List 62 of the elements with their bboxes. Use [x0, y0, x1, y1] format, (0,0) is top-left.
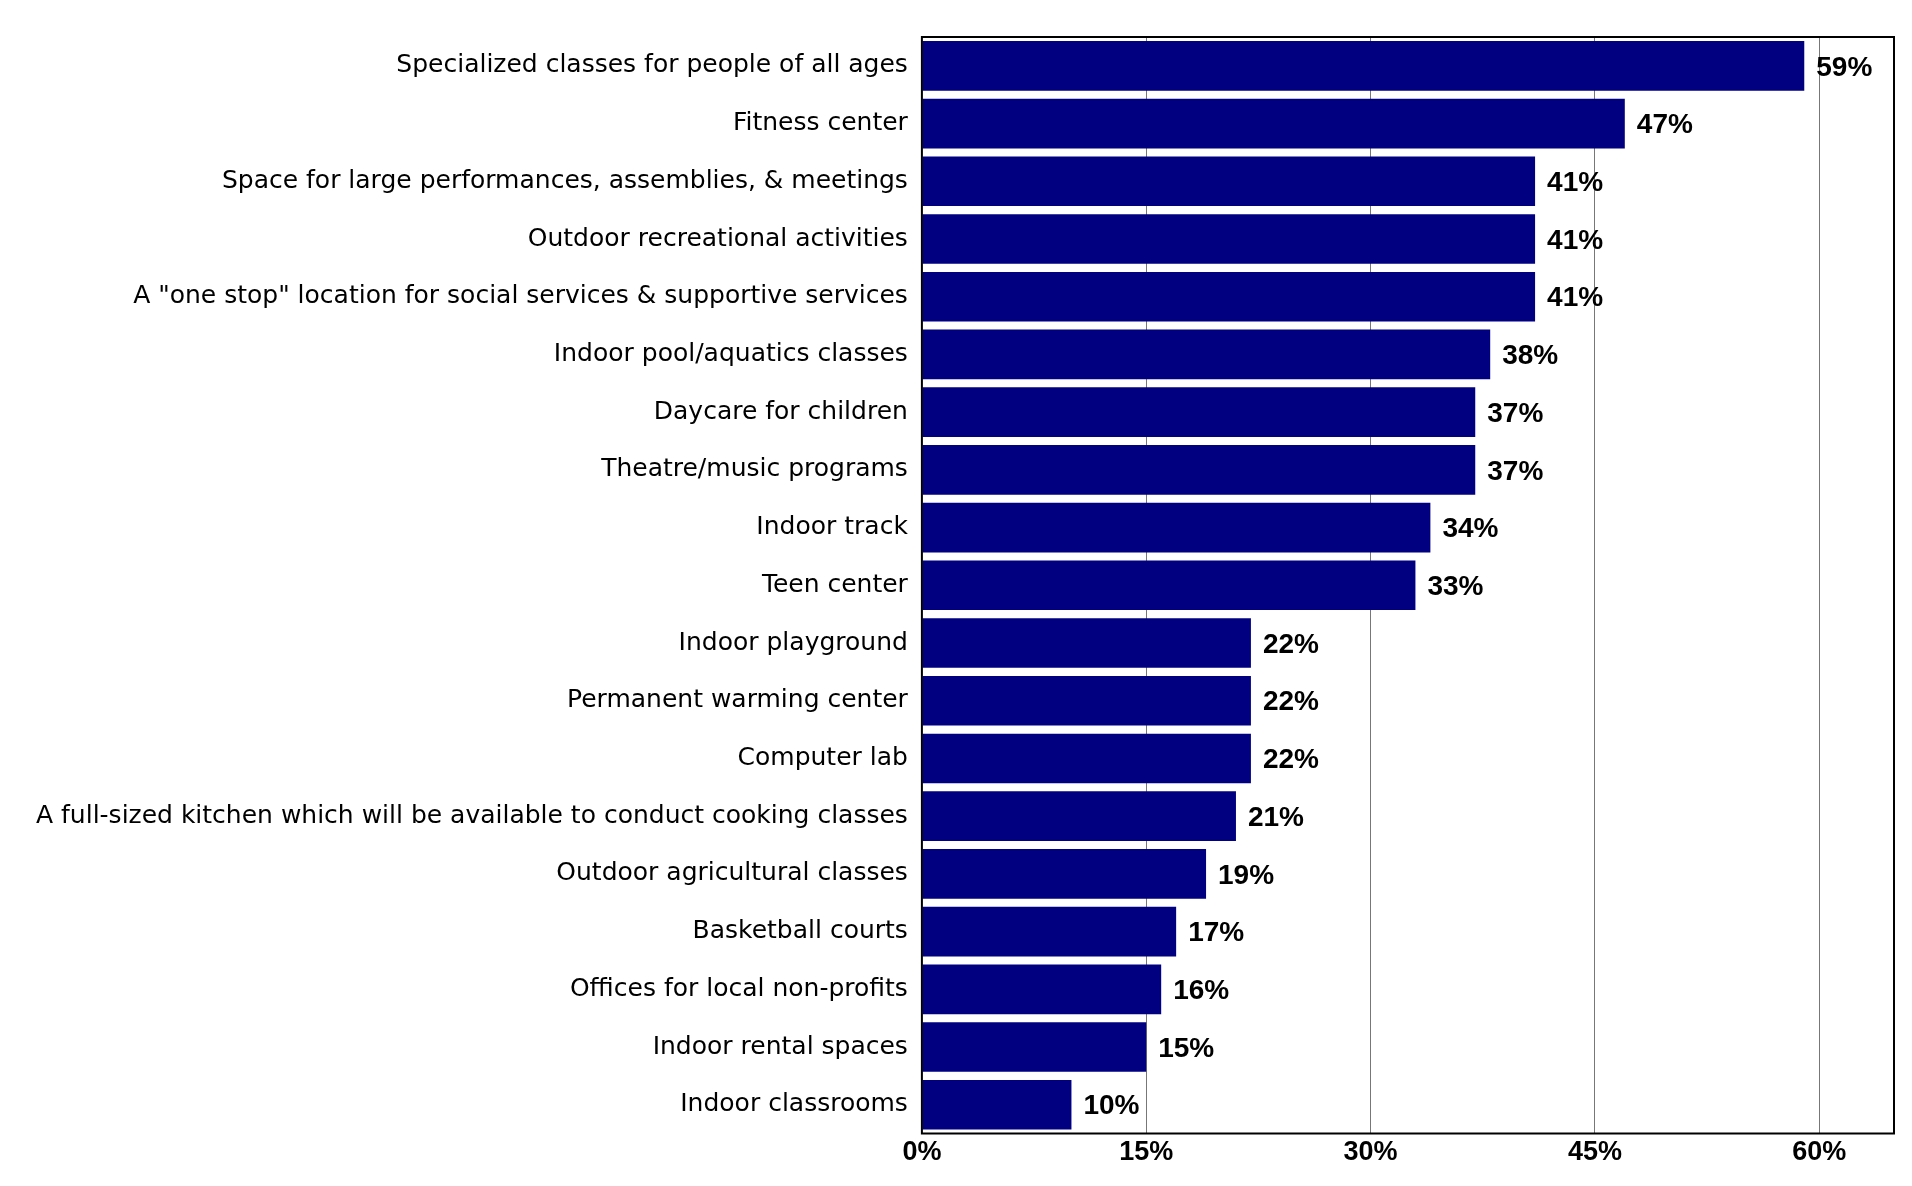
data-label: 41% — [1547, 223, 1604, 255]
y-tick-label: Fitness center — [732, 107, 909, 137]
y-tick-label: Teen center — [760, 568, 909, 598]
bar — [922, 156, 1536, 207]
data-label: 10% — [1083, 1089, 1140, 1121]
x-tick-label: 30% — [1343, 1136, 1398, 1167]
x-tick-label: 45% — [1567, 1136, 1622, 1167]
y-tick-label: Indoor rental spaces — [652, 1030, 908, 1060]
y-tick-label: Theatre/music programs — [600, 453, 908, 483]
bar — [922, 329, 1491, 380]
y-tick-label: Indoor pool/aquatics classes — [553, 337, 908, 367]
bar — [922, 733, 1251, 784]
bar — [922, 214, 1536, 264]
data-label: 15% — [1158, 1031, 1215, 1063]
y-tick-label: Outdoor agricultural classes — [556, 857, 908, 887]
y-tick-label: Indoor classrooms — [680, 1088, 908, 1118]
y-tick-label: Offices for local non-profits — [569, 972, 908, 1002]
data-label: 16% — [1173, 974, 1230, 1006]
data-label: 21% — [1247, 800, 1305, 832]
data-label: 37% — [1487, 454, 1544, 486]
data-label: 41% — [1547, 281, 1604, 313]
y-tick-label: Computer lab — [737, 741, 908, 771]
bar — [922, 675, 1251, 726]
x-tick-label: 60% — [1792, 1136, 1847, 1167]
data-label: 38% — [1502, 339, 1559, 371]
bar — [922, 502, 1431, 553]
bar — [922, 271, 1536, 322]
data-label: 22% — [1262, 627, 1320, 659]
bar — [922, 964, 1162, 1015]
data-label: 41% — [1547, 166, 1604, 198]
data-label: 37% — [1487, 396, 1544, 428]
data-label: 22% — [1262, 685, 1320, 717]
bar — [922, 1079, 1072, 1130]
bar — [922, 41, 1805, 91]
x-tick-label: 15% — [1119, 1136, 1174, 1167]
data-label: 34% — [1442, 512, 1499, 544]
y-tick-label: Outdoor recreational activities — [527, 222, 908, 252]
y-tick-label: Space for large performances, assemblies, & meetings — [221, 164, 908, 194]
y-tick-label: Specialized classes for people of all ages — [396, 49, 908, 79]
data-label: 33% — [1427, 570, 1484, 602]
y-tick-label: Permanent warming center — [566, 684, 909, 714]
bar — [922, 560, 1416, 611]
data-label: 22% — [1262, 743, 1320, 775]
bar — [922, 1022, 1147, 1072]
bar — [922, 387, 1476, 437]
bar — [922, 98, 1625, 149]
y-tick-label: Indoor track — [756, 511, 909, 541]
y-tick-label: Indoor playground — [678, 626, 908, 656]
bar — [922, 445, 1476, 495]
data-label: 47% — [1636, 108, 1693, 140]
y-tick-label: A full-sized kitchen which will be available to conduct cooking classes — [35, 799, 908, 829]
data-label: 59% — [1816, 50, 1873, 82]
y-tick-label: Basketball courts — [692, 915, 908, 945]
bar — [922, 849, 1207, 899]
data-label: 17% — [1188, 916, 1245, 948]
data-label: 19% — [1218, 858, 1275, 890]
x-tick-label: 0% — [902, 1136, 942, 1167]
bar — [922, 791, 1236, 841]
bar — [922, 906, 1177, 957]
y-tick-label: Daycare for children — [653, 395, 908, 425]
bar — [922, 618, 1251, 668]
y-tick-label: A "one stop" location for social services & supportive services — [133, 280, 908, 310]
